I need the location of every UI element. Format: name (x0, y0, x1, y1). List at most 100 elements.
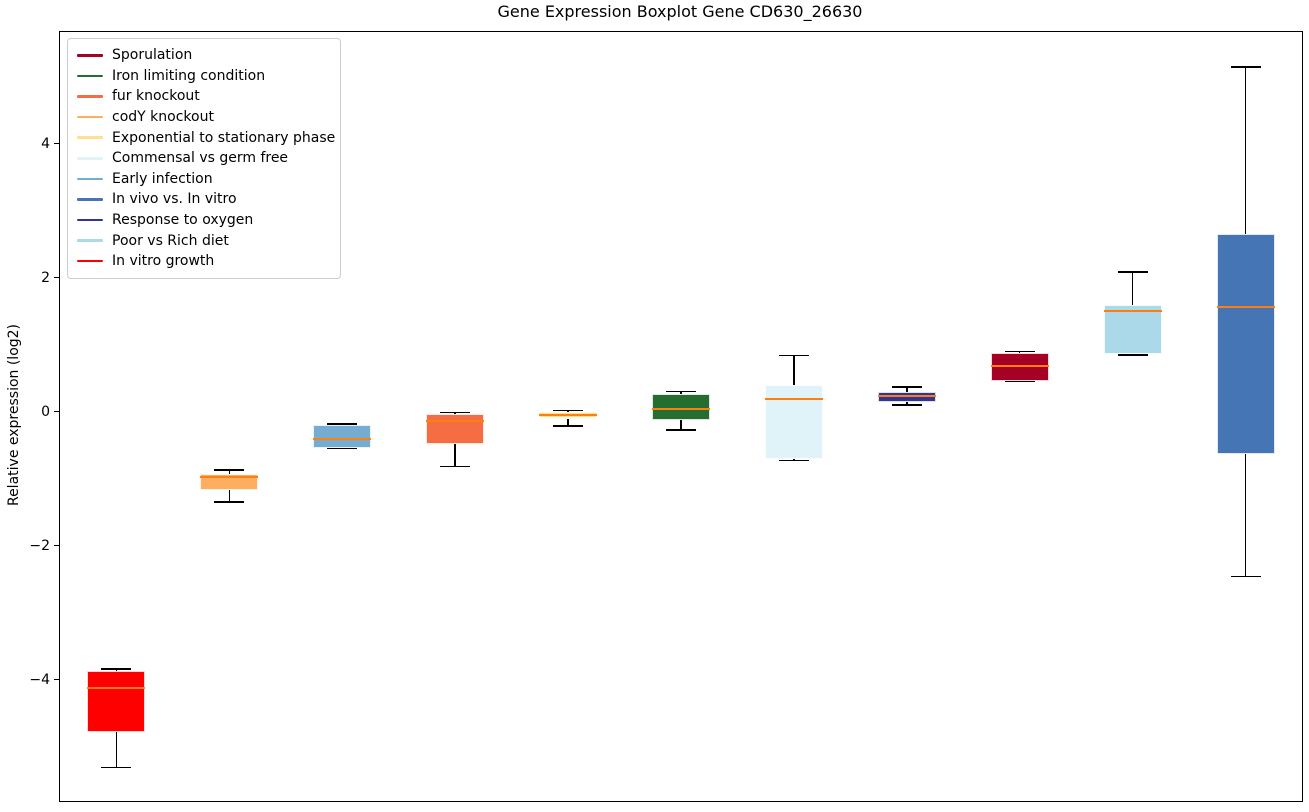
box (990, 352, 1049, 381)
y-tick-label: 4 (41, 135, 50, 152)
lower-whisker-cap (214, 501, 245, 503)
lower-whisker-cap (666, 429, 696, 431)
upper-whisker (115, 669, 118, 672)
y-tick-mark (54, 277, 59, 279)
plot-area: 4 2 0 −2 −4 Sporulation Iron limiting conditi… (29, 31, 1303, 802)
upper-whisker-cap (101, 668, 132, 670)
legend-item-label: In vitro growth (112, 253, 215, 270)
lower-whisker-cap (553, 425, 584, 427)
median-line (877, 395, 936, 398)
legend-item: Early infection (77, 169, 332, 190)
median-line (200, 475, 259, 478)
lower-whisker (567, 418, 569, 426)
upper-whisker (1244, 66, 1247, 235)
legend-swatch (77, 115, 103, 119)
median-line (539, 414, 598, 417)
box (1103, 304, 1162, 355)
legend-item: codY knockout (77, 107, 332, 128)
box (313, 424, 372, 448)
upper-whisker (906, 387, 908, 392)
legend-swatch (77, 157, 103, 160)
lower-whisker-cap (1230, 575, 1261, 578)
legend-item-label: Sporulation (112, 47, 193, 64)
legend-swatch (77, 136, 103, 139)
median-line (426, 419, 485, 422)
legend-item: Commensal vs germ free (77, 148, 332, 169)
y-tick-mark (54, 679, 59, 681)
y-tick-label: 2 (41, 269, 50, 286)
legend-item: Iron limiting condition (77, 66, 332, 87)
y-tick-mark (54, 411, 59, 413)
y-tick-label: 0 (41, 403, 50, 420)
lower-whisker (1244, 454, 1247, 577)
legend-swatch (77, 259, 103, 263)
legend-swatch (77, 198, 103, 201)
legend-item-label: Poor vs Rich diet (112, 232, 229, 249)
lower-whisker (906, 401, 908, 406)
lower-whisker-cap (1004, 380, 1035, 383)
legend-item: Sporulation (77, 45, 332, 66)
legend-item-label: Commensal vs germ free (112, 150, 289, 167)
upper-whisker-cap (214, 469, 245, 471)
upper-whisker (1131, 271, 1134, 305)
box (1216, 234, 1275, 454)
upper-whisker-cap (891, 386, 922, 388)
legend-item-label: Iron limiting condition (112, 67, 266, 84)
y-tick-mark (54, 545, 59, 547)
lower-whisker (680, 419, 682, 430)
legend-swatch (77, 239, 103, 242)
upper-whisker-cap (553, 409, 584, 412)
legend-swatch (77, 54, 103, 57)
lower-whisker-cap (327, 447, 358, 450)
legend-item: Response to oxygen (77, 210, 332, 231)
legend: Sporulation Iron limiting condition fur kn… (67, 38, 341, 279)
legend-item: fur knockout (77, 86, 332, 107)
upper-whisker-cap (1117, 271, 1148, 273)
legend-item-label: In vivo vs. In vitro (112, 191, 237, 208)
lower-whisker-cap (778, 459, 809, 462)
median-line (990, 364, 1049, 367)
legend-swatch (77, 74, 103, 78)
upper-whisker (454, 412, 456, 415)
legend-item-label: Response to oxygen (112, 212, 254, 229)
y-tick-label: −2 (29, 537, 50, 554)
box (764, 385, 823, 460)
upper-whisker-cap (1230, 66, 1261, 68)
median-line (764, 398, 823, 401)
legend-item: Exponential to stationary phase (77, 127, 336, 148)
box (200, 474, 259, 491)
upper-whisker-cap (666, 390, 696, 393)
legend-item-label: Exponential to stationary phase (112, 129, 336, 146)
box (652, 393, 710, 420)
legend-item-label: fur knockout (112, 88, 200, 105)
legend-item: In vitro growth (77, 251, 332, 272)
median-line (87, 686, 146, 689)
upper-whisker (793, 355, 795, 385)
legend-swatch (77, 95, 103, 98)
y-tick-label: −4 (29, 671, 50, 688)
box (426, 414, 485, 444)
upper-whisker (680, 391, 682, 394)
y-tick-mark (54, 143, 59, 145)
lower-whisker (454, 443, 456, 467)
lower-whisker-cap (891, 404, 922, 406)
median-line (313, 437, 372, 440)
median-line (1216, 306, 1275, 309)
box (87, 671, 146, 732)
legend-item: Poor vs Rich diet (77, 230, 332, 251)
upper-whisker-cap (440, 411, 471, 414)
upper-whisker-cap (327, 423, 358, 425)
legend-swatch (77, 177, 103, 181)
lower-whisker (228, 490, 231, 503)
median-line (652, 408, 710, 411)
legend-swatch (77, 218, 103, 222)
lower-whisker (115, 732, 118, 768)
legend-item-label: Early infection (112, 170, 213, 187)
upper-whisker-cap (778, 354, 809, 357)
upper-whisker (228, 470, 231, 475)
upper-whisker-cap (1004, 350, 1035, 353)
chart-title: Gene Expression Boxplot Gene CD630_26630 (497, 2, 863, 21)
lower-whisker-cap (101, 766, 132, 769)
median-line (1103, 309, 1162, 312)
